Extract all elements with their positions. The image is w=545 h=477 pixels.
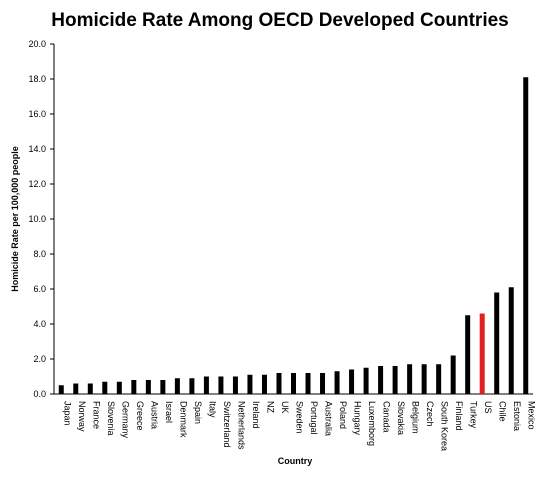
bar-us: [479, 313, 485, 394]
bar-luxemborg: [363, 367, 369, 394]
x-tick-label: Sweden: [295, 401, 305, 434]
x-tick-label: Switzerland: [222, 401, 232, 448]
x-tick-label: Denmark: [178, 401, 188, 438]
y-tick-label: 16.0: [28, 109, 46, 119]
bar-denmark: [174, 378, 180, 394]
x-tick-label: Norway: [77, 401, 87, 432]
bar-belgium: [407, 364, 413, 394]
x-tick-label: Estonia: [512, 401, 522, 431]
y-tick-label: 18.0: [28, 74, 46, 84]
bar-canada: [378, 366, 384, 394]
x-tick-label: Portugal: [309, 401, 319, 435]
y-tick-label: 4.0: [33, 319, 46, 329]
y-tick-label: 10.0: [28, 214, 46, 224]
x-tick-labels: Japan Norway France Slovenia Germany Greece Au…: [62, 401, 536, 451]
x-tick-label: Slovakia: [396, 401, 406, 435]
bar-japan: [58, 385, 64, 394]
bar-nz: [261, 374, 267, 394]
bar-israel: [160, 380, 166, 394]
x-tick-label: Spain: [193, 401, 203, 424]
bar-slovakia: [392, 366, 398, 394]
x-tick-label: Netherlands: [236, 401, 246, 450]
x-tick-label: US: [483, 401, 493, 414]
bar-hungary: [349, 369, 355, 394]
bar-france: [87, 383, 93, 394]
x-tick-label: NZ: [265, 401, 275, 413]
x-tick-label: Canada: [382, 401, 392, 433]
bar-austria: [145, 380, 151, 394]
bar-turkey: [465, 315, 471, 394]
bar-ireland: [247, 374, 253, 394]
x-tick-label: Finland: [454, 401, 464, 431]
y-tick-label: 0.0: [33, 389, 46, 399]
bar-poland: [334, 371, 340, 394]
y-tick-label: 20.0: [28, 39, 46, 49]
x-tick-label: Czech: [425, 401, 435, 427]
x-tick-label: UK: [280, 401, 290, 414]
bar-portugal: [305, 373, 311, 394]
x-tick-label: France: [91, 401, 101, 429]
x-tick-label: Greece: [135, 401, 145, 431]
x-tick-label: Turkey: [469, 401, 479, 429]
bar-uk: [276, 373, 282, 394]
x-tick-label: Japan: [62, 401, 72, 426]
bar-greece: [131, 380, 137, 394]
bar-slovenia: [102, 381, 108, 394]
y-tick-label: 8.0: [33, 249, 46, 259]
bar-chile: [494, 292, 500, 394]
y-tick-label: 14.0: [28, 144, 46, 154]
bar-sweden: [291, 373, 296, 394]
x-tick-label: Slovenia: [106, 401, 116, 436]
y-axis: 0.0 2.0 4.0 6.0 8.0 10.0 12.0 14.0 16.0 18.0 20.0: [28, 39, 55, 399]
bar-mexico: [523, 77, 529, 394]
x-tick-label: South Korea: [440, 401, 450, 451]
bar-norway: [73, 383, 79, 394]
bar-switzerland: [218, 376, 224, 394]
y-tick-label: 2.0: [33, 354, 46, 364]
x-tick-label: Australia: [324, 401, 334, 436]
bar-finland: [450, 355, 456, 394]
x-tick-label: Ireland: [251, 401, 261, 429]
chart-title: Homicide Rate Among OECD Developed Count…: [51, 10, 508, 31]
y-axis-title: Homicide Rate per 100,000 people: [10, 146, 20, 292]
bar-czech: [421, 364, 427, 394]
x-tick-label: Belgium: [411, 401, 421, 434]
x-axis-title: Country: [278, 456, 313, 466]
x-tick-label: Hungary: [353, 401, 363, 436]
bar-italy: [203, 376, 209, 394]
bar-australia: [320, 373, 326, 394]
y-tick-label: 6.0: [33, 284, 46, 294]
bar-south-korea: [436, 364, 442, 394]
x-tick-label: Austria: [149, 401, 159, 429]
x-tick-label: Chile: [498, 401, 508, 422]
x-tick-label: Poland: [338, 401, 348, 429]
bar-netherlands: [232, 376, 238, 394]
y-tick-label: 12.0: [28, 179, 46, 189]
x-tick-label: Israel: [164, 401, 174, 423]
bar-estonia: [508, 287, 514, 394]
x-tick-label: Italy: [207, 401, 217, 418]
x-tick-label: Luxemborg: [367, 401, 377, 446]
bars: [58, 77, 529, 394]
bar-spain: [189, 378, 195, 394]
x-tick-label: Germany: [120, 401, 130, 439]
x-tick-label: Mexico: [527, 401, 537, 430]
bar-germany: [116, 381, 122, 394]
